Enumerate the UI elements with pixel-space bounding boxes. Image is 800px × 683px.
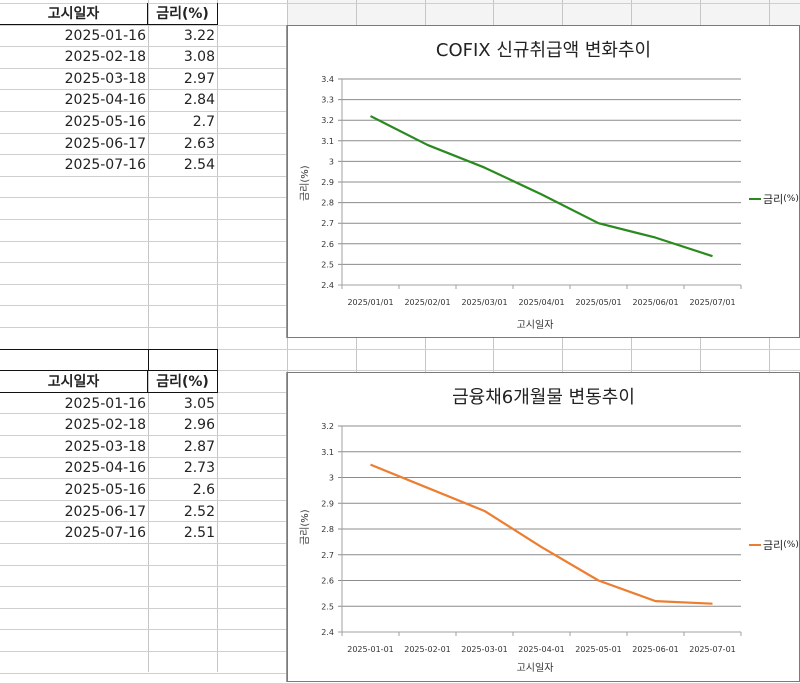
svg-text:2025/06/01: 2025/06/01 bbox=[632, 298, 678, 307]
svg-text:3.2: 3.2 bbox=[321, 422, 334, 431]
svg-text:2.5: 2.5 bbox=[321, 602, 334, 611]
svg-text:2025-03-01: 2025-03-01 bbox=[461, 645, 508, 654]
header-cell-date[interactable]: 고시일자 bbox=[0, 371, 148, 393]
chart-title: COFIX 신규취급액 변화추이 bbox=[435, 40, 652, 61]
date-cell[interactable]: 2025-07-16 bbox=[64, 157, 146, 173]
date-cell[interactable]: 2025-03-18 bbox=[64, 71, 146, 87]
date-cell[interactable]: 2025-02-18 bbox=[64, 49, 146, 65]
legend-label: 금리 bbox=[763, 193, 784, 206]
svg-text:2025/03/01: 2025/03/01 bbox=[461, 298, 507, 307]
date-cell[interactable]: 2025-04-16 bbox=[64, 92, 146, 108]
rate-cell[interactable]: 2.63 bbox=[183, 136, 215, 152]
y-axis-title: 금리(%) bbox=[300, 509, 311, 545]
svg-text:2.7: 2.7 bbox=[321, 551, 334, 560]
svg-text:3.3: 3.3 bbox=[321, 96, 334, 105]
date-cell[interactable]: 2025-06-17 bbox=[64, 504, 146, 520]
empty-bordered-cell-b[interactable] bbox=[148, 349, 218, 371]
rate-cell[interactable]: 2.7 bbox=[192, 114, 215, 130]
svg-text:2.9: 2.9 bbox=[321, 178, 334, 187]
date-cell[interactable]: 2025-02-18 bbox=[64, 417, 146, 433]
svg-text:2025-07-01: 2025-07-01 bbox=[689, 645, 736, 654]
svg-text:3: 3 bbox=[329, 157, 334, 166]
svg-text:2.6: 2.6 bbox=[321, 577, 334, 586]
svg-text:2025-02-01: 2025-02-01 bbox=[404, 645, 451, 654]
svg-text:2.4: 2.4 bbox=[321, 281, 334, 290]
svg-text:3.1: 3.1 bbox=[321, 137, 334, 146]
rate-cell[interactable]: 2.97 bbox=[183, 71, 215, 87]
rate-cell[interactable]: 2.84 bbox=[183, 92, 215, 108]
rate-cell[interactable]: 2.52 bbox=[183, 504, 215, 520]
legend-unit: (%) bbox=[783, 540, 799, 550]
svg-text:2.4: 2.4 bbox=[321, 628, 334, 637]
date-cell[interactable]: 2025-06-17 bbox=[64, 136, 146, 152]
svg-text:2.9: 2.9 bbox=[321, 499, 334, 508]
rate-cell[interactable]: 3.08 bbox=[183, 49, 215, 65]
svg-text:2025/01/01: 2025/01/01 bbox=[347, 298, 393, 307]
legend-swatch-icon bbox=[749, 198, 761, 200]
date-cell[interactable]: 2025-03-18 bbox=[64, 439, 146, 455]
header-cell-rate[interactable]: 금리(%) bbox=[148, 3, 218, 25]
date-cell[interactable]: 2025-04-16 bbox=[64, 460, 146, 476]
svg-text:2.7: 2.7 bbox=[321, 219, 334, 228]
svg-text:3.1: 3.1 bbox=[321, 448, 334, 457]
date-cell[interactable]: 2025-01-16 bbox=[64, 28, 146, 44]
legend-swatch-icon bbox=[749, 544, 761, 546]
rate-cell[interactable]: 3.22 bbox=[183, 28, 215, 44]
y-axis-title: 금리(%) bbox=[300, 165, 311, 201]
x-axis-title: 고시일자 bbox=[516, 320, 554, 331]
svg-text:2025/02/01: 2025/02/01 bbox=[404, 298, 450, 307]
date-cell[interactable]: 2025-07-16 bbox=[64, 525, 146, 541]
svg-text:3: 3 bbox=[329, 474, 334, 483]
svg-text:3.2: 3.2 bbox=[321, 116, 334, 125]
date-cell[interactable]: 2025-05-16 bbox=[64, 482, 146, 498]
svg-text:2025-06-01: 2025-06-01 bbox=[632, 645, 679, 654]
legend-unit: (%) bbox=[783, 194, 799, 204]
rate-cell[interactable]: 2.6 bbox=[192, 482, 215, 498]
line-chart-plot: 3.2 3.1 3 2.9 2.8 2.7 2.6 2.5 2.4 2025-01-01 2025-… bbox=[321, 422, 742, 654]
header-cell-rate[interactable]: 금리(%) bbox=[148, 371, 218, 393]
svg-text:2025-05-01: 2025-05-01 bbox=[575, 645, 622, 654]
chart-legend: 금리 (%) bbox=[749, 191, 799, 207]
cofix-chart[interactable]: COFIX 신규취급액 변화추이 3.4 3.3 3.2 3.1 3 2.9 2.8 2.7 2… bbox=[287, 25, 800, 338]
date-cell[interactable]: 2025-05-16 bbox=[64, 114, 146, 130]
chart-legend: 금리 (%) bbox=[749, 537, 799, 553]
svg-text:2025/05/01: 2025/05/01 bbox=[575, 298, 621, 307]
svg-text:2.8: 2.8 bbox=[321, 199, 334, 208]
rate-cell[interactable]: 2.73 bbox=[183, 460, 215, 476]
rate-cell[interactable]: 2.54 bbox=[183, 157, 215, 173]
row-gridline bbox=[0, 370, 800, 371]
svg-text:2025/07/01: 2025/07/01 bbox=[689, 298, 735, 307]
svg-text:2.5: 2.5 bbox=[321, 260, 334, 269]
row-gridline bbox=[0, 349, 800, 350]
empty-bordered-cell-a[interactable] bbox=[0, 349, 149, 371]
svg-text:2.6: 2.6 bbox=[321, 240, 334, 249]
svg-text:2025/04/01: 2025/04/01 bbox=[518, 298, 564, 307]
header-cell-date[interactable]: 고시일자 bbox=[0, 3, 148, 25]
svg-text:2.8: 2.8 bbox=[321, 525, 334, 534]
bank-bond-chart[interactable]: 금융채6개월물 변동추이 3.2 3.1 3 2.9 2.8 2.7 2.6 2.5 2.4 20… bbox=[287, 372, 800, 682]
header-row-band bbox=[287, 0, 800, 25]
svg-text:2025-01-01: 2025-01-01 bbox=[347, 645, 394, 654]
rate-cell[interactable]: 2.96 bbox=[183, 417, 215, 433]
line-chart-plot: 3.4 3.3 3.2 3.1 3 2.9 2.8 2.7 2.6 2.5 2.4 2025/01/0… bbox=[321, 75, 742, 307]
svg-text:2025-04-01: 2025-04-01 bbox=[518, 645, 565, 654]
row-gridline bbox=[0, 3, 800, 4]
date-cell[interactable]: 2025-01-16 bbox=[64, 396, 146, 412]
rate-cell[interactable]: 3.05 bbox=[183, 396, 215, 412]
rate-cell[interactable]: 2.87 bbox=[183, 439, 215, 455]
legend-label: 금리 bbox=[763, 539, 784, 552]
column-gridline bbox=[217, 0, 218, 672]
chart-title: 금융채6개월물 변동추이 bbox=[452, 387, 635, 408]
rate-cell[interactable]: 2.51 bbox=[183, 525, 215, 541]
column-gridline bbox=[148, 0, 149, 672]
x-axis-title: 고시일자 bbox=[516, 663, 554, 674]
svg-text:3.4: 3.4 bbox=[321, 75, 334, 84]
